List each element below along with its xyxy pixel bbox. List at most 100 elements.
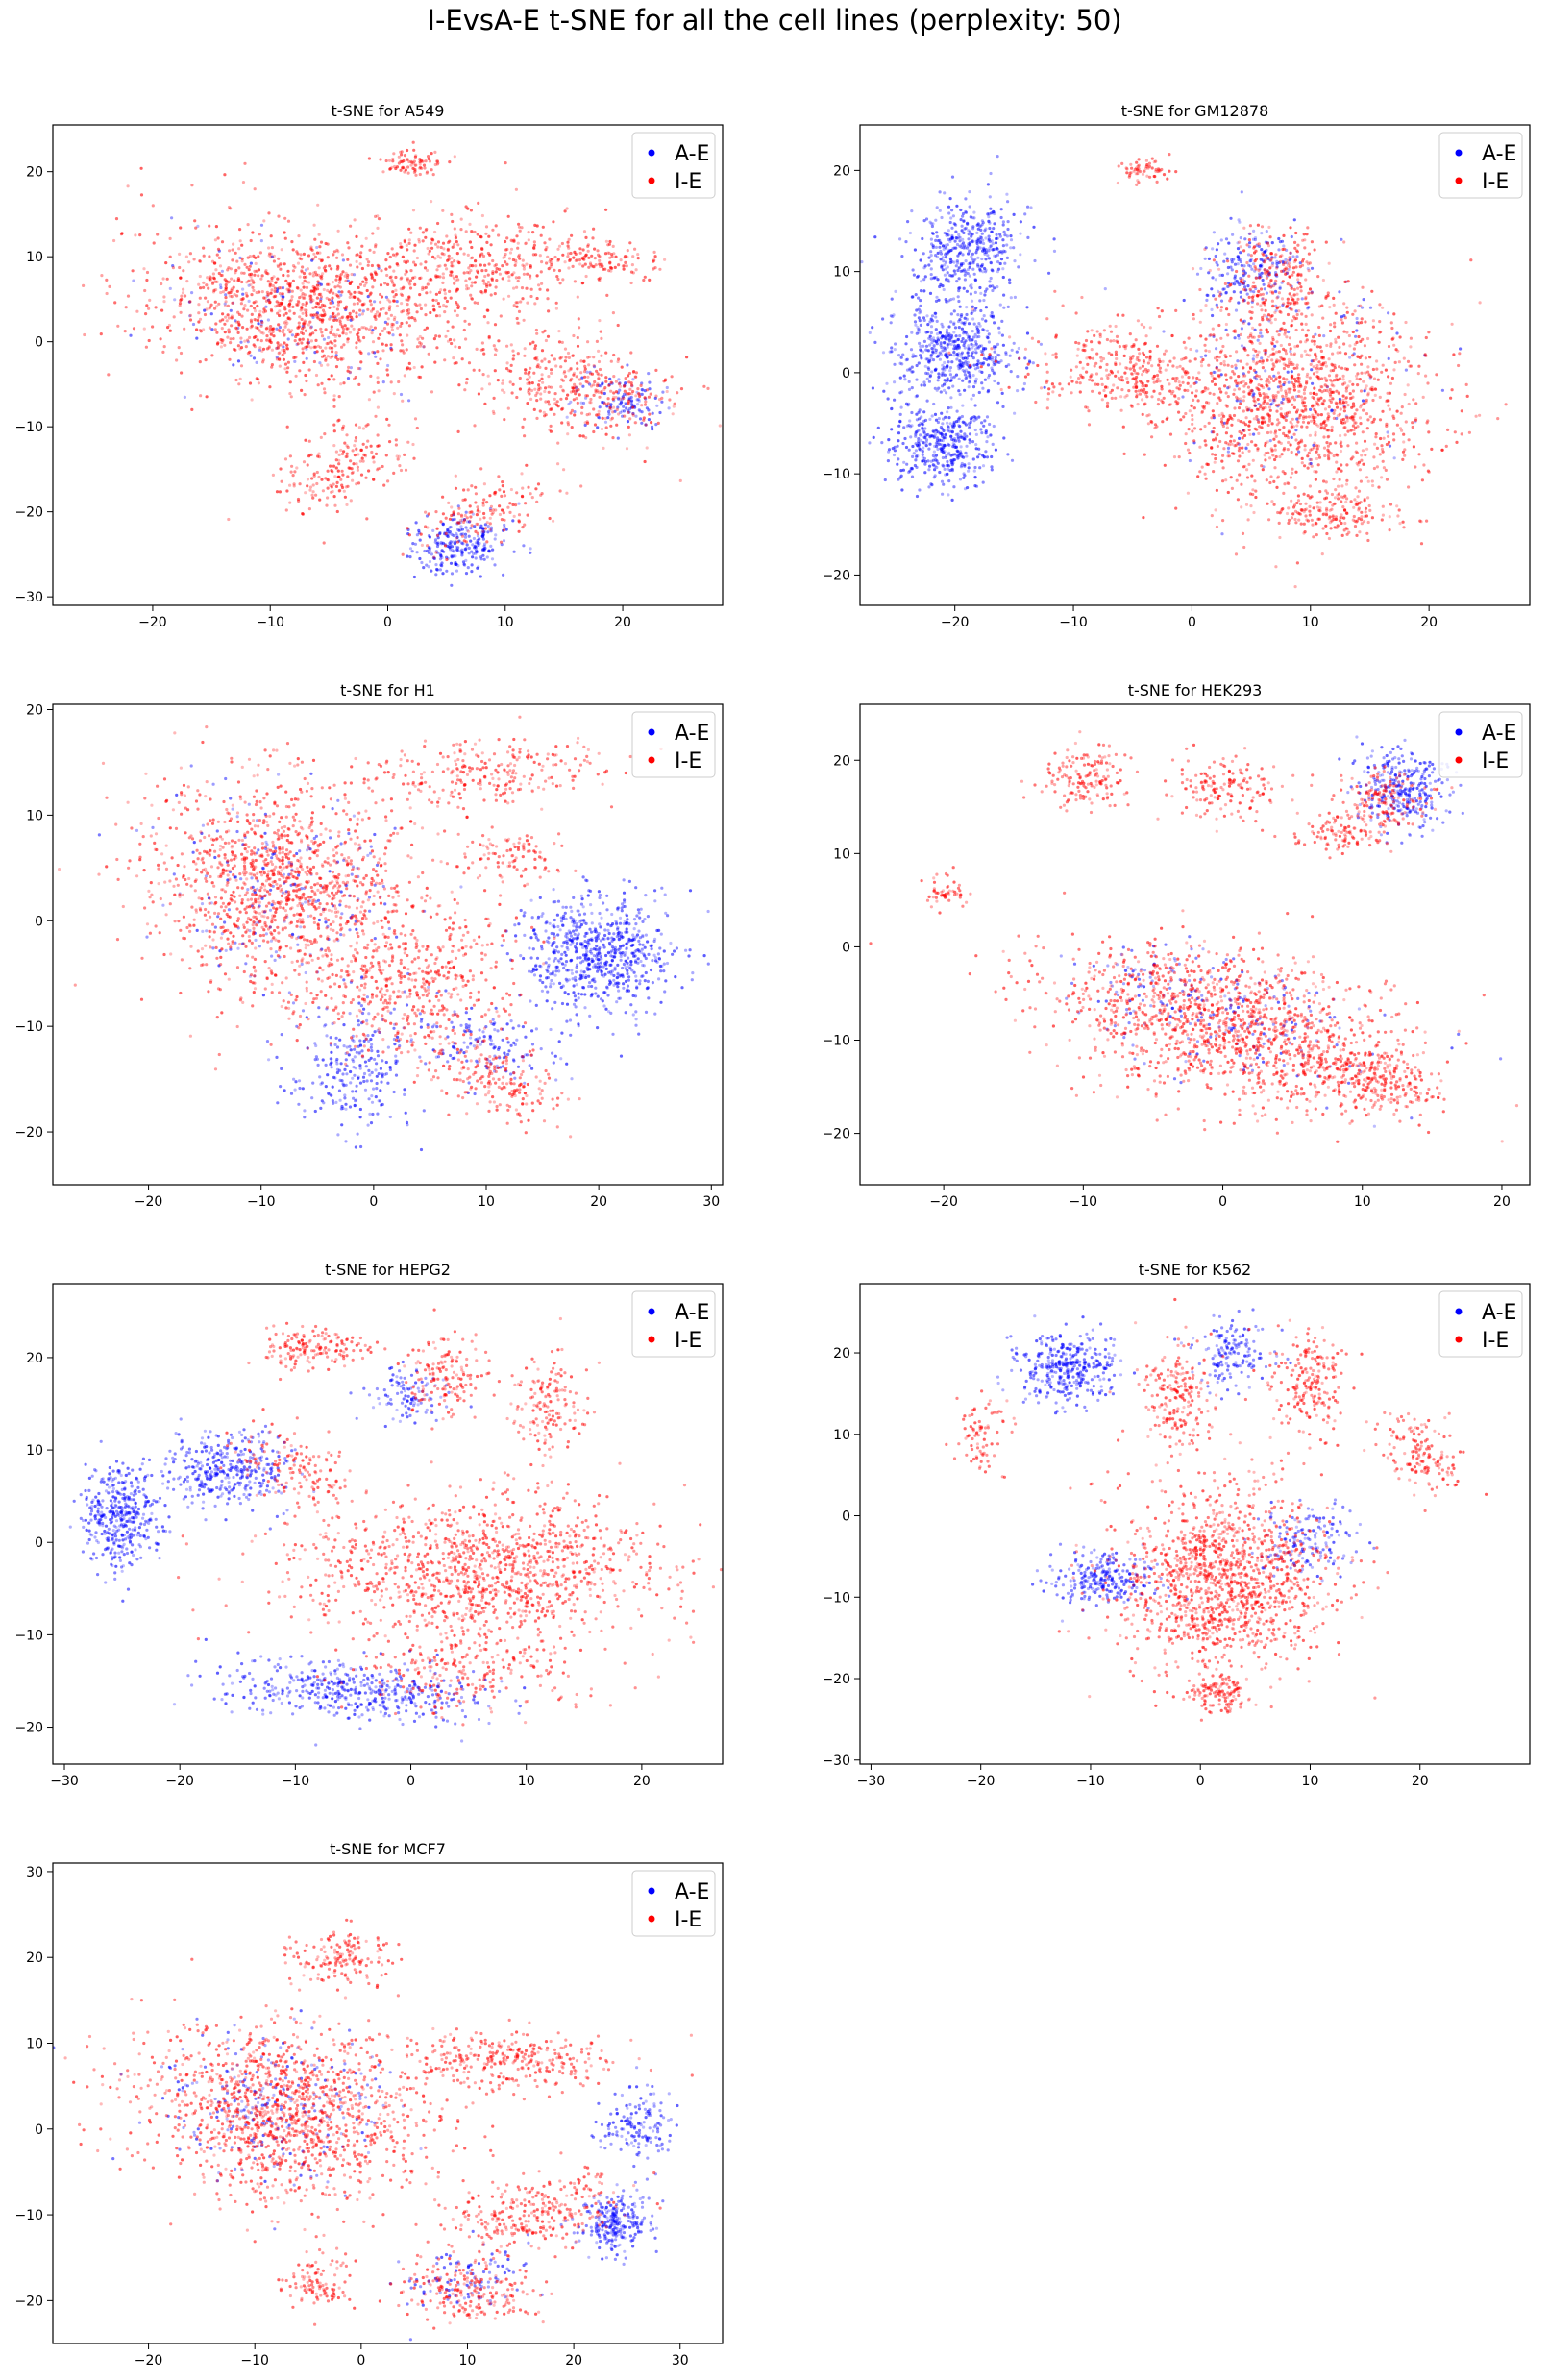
data-point bbox=[406, 244, 408, 247]
data-point bbox=[987, 390, 990, 393]
data-point bbox=[949, 298, 952, 301]
data-point bbox=[467, 530, 470, 533]
data-point bbox=[601, 374, 603, 377]
data-point bbox=[245, 345, 248, 348]
data-point bbox=[473, 537, 476, 540]
data-point bbox=[975, 343, 978, 346]
data-point bbox=[607, 269, 610, 272]
data-point bbox=[922, 450, 924, 453]
data-point bbox=[324, 305, 327, 307]
data-point bbox=[906, 425, 909, 428]
data-point bbox=[436, 222, 439, 225]
data-point bbox=[624, 390, 627, 393]
data-point bbox=[966, 318, 969, 321]
data-point bbox=[918, 342, 921, 345]
data-point bbox=[380, 308, 382, 311]
data-point bbox=[339, 382, 342, 385]
data-point bbox=[990, 465, 993, 468]
data-point bbox=[148, 299, 151, 302]
data-point bbox=[585, 380, 588, 383]
data-point bbox=[402, 553, 405, 556]
data-point bbox=[459, 247, 462, 250]
data-point bbox=[918, 443, 921, 446]
data-point bbox=[612, 245, 615, 248]
data-point bbox=[273, 295, 276, 298]
data-point bbox=[351, 472, 354, 475]
data-point bbox=[291, 290, 294, 293]
data-point bbox=[969, 438, 971, 441]
data-point bbox=[373, 460, 376, 463]
data-point bbox=[283, 334, 285, 337]
data-point bbox=[1245, 447, 1248, 450]
data-point bbox=[312, 490, 315, 493]
data-point bbox=[888, 448, 891, 451]
data-point bbox=[944, 274, 947, 277]
data-point bbox=[295, 466, 298, 469]
data-point bbox=[438, 314, 441, 317]
data-point bbox=[969, 275, 971, 278]
data-point bbox=[424, 266, 427, 269]
data-point bbox=[668, 398, 671, 401]
data-point bbox=[361, 267, 364, 270]
data-point bbox=[559, 489, 562, 492]
data-point bbox=[267, 246, 270, 249]
data-point bbox=[237, 247, 240, 250]
data-point bbox=[1241, 327, 1243, 330]
data-point bbox=[615, 390, 618, 393]
data-point bbox=[400, 322, 403, 325]
data-point bbox=[435, 568, 438, 571]
data-point bbox=[1328, 357, 1331, 360]
data-point bbox=[460, 542, 463, 545]
data-point bbox=[956, 313, 959, 316]
data-point bbox=[971, 240, 973, 243]
data-point bbox=[529, 277, 531, 280]
data-point bbox=[161, 351, 164, 354]
data-point bbox=[1345, 307, 1348, 309]
data-point bbox=[983, 293, 986, 296]
data-point bbox=[1241, 264, 1243, 267]
data-point bbox=[1387, 430, 1389, 433]
data-point bbox=[629, 351, 632, 354]
data-point bbox=[456, 288, 459, 291]
data-point bbox=[278, 357, 281, 360]
data-point bbox=[1023, 382, 1026, 385]
data-point bbox=[470, 246, 473, 249]
data-point bbox=[969, 380, 971, 382]
data-point bbox=[448, 526, 451, 528]
data-point bbox=[190, 408, 193, 411]
data-point bbox=[302, 303, 305, 306]
data-point bbox=[145, 304, 148, 307]
data-point bbox=[422, 231, 425, 233]
data-point bbox=[302, 351, 305, 354]
data-point bbox=[402, 166, 405, 169]
data-point bbox=[329, 331, 332, 334]
data-point bbox=[567, 352, 570, 355]
data-point bbox=[1247, 253, 1250, 256]
data-point bbox=[1012, 246, 1015, 249]
data-point bbox=[1264, 369, 1266, 372]
data-point bbox=[503, 539, 505, 542]
data-point bbox=[398, 156, 401, 159]
data-point bbox=[965, 454, 968, 457]
data-point bbox=[434, 334, 437, 337]
data-point bbox=[372, 340, 375, 343]
data-point bbox=[326, 496, 329, 499]
data-point bbox=[491, 549, 494, 552]
data-point bbox=[652, 412, 654, 415]
data-point bbox=[427, 155, 430, 158]
data-point bbox=[963, 244, 966, 247]
data-point bbox=[555, 302, 558, 305]
data-point bbox=[604, 421, 607, 424]
data-point bbox=[936, 320, 939, 323]
data-point bbox=[464, 548, 467, 551]
data-point bbox=[276, 300, 279, 303]
data-point bbox=[939, 358, 942, 361]
data-point bbox=[324, 270, 327, 273]
data-point bbox=[243, 263, 246, 266]
data-point bbox=[421, 286, 424, 289]
data-point bbox=[970, 398, 972, 401]
data-point bbox=[566, 255, 569, 258]
data-point bbox=[485, 501, 488, 503]
data-point bbox=[362, 443, 365, 446]
